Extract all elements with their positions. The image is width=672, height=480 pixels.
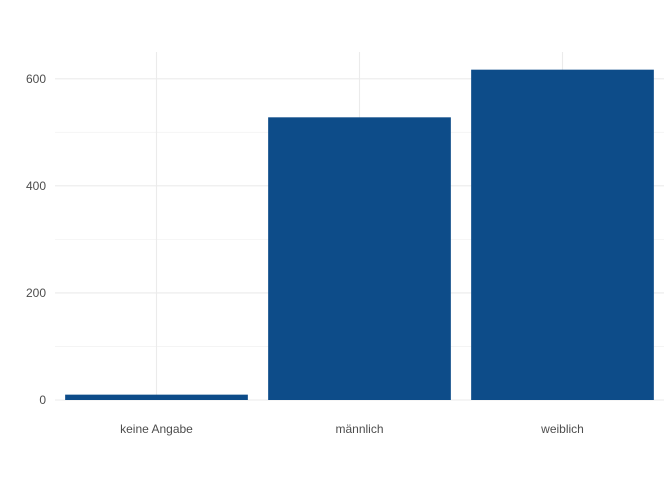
x-tick-label-0: keine Angabe <box>120 422 193 436</box>
y-tick-label-400: 400 <box>26 179 46 193</box>
bars <box>65 69 654 400</box>
bar-0 <box>65 394 248 400</box>
y-tick-label-600: 600 <box>26 72 46 86</box>
bar-1 <box>268 117 451 400</box>
y-tick-label-0: 0 <box>39 393 46 407</box>
bar-2 <box>471 69 654 400</box>
y-axis-tick-labels: 0 200 400 600 <box>26 72 46 407</box>
x-tick-label-2: weiblich <box>540 422 584 436</box>
x-tick-label-1: männlich <box>335 422 383 436</box>
y-tick-label-200: 200 <box>26 286 46 300</box>
x-axis-tick-labels: keine Angabe männlich weiblich <box>120 422 584 436</box>
